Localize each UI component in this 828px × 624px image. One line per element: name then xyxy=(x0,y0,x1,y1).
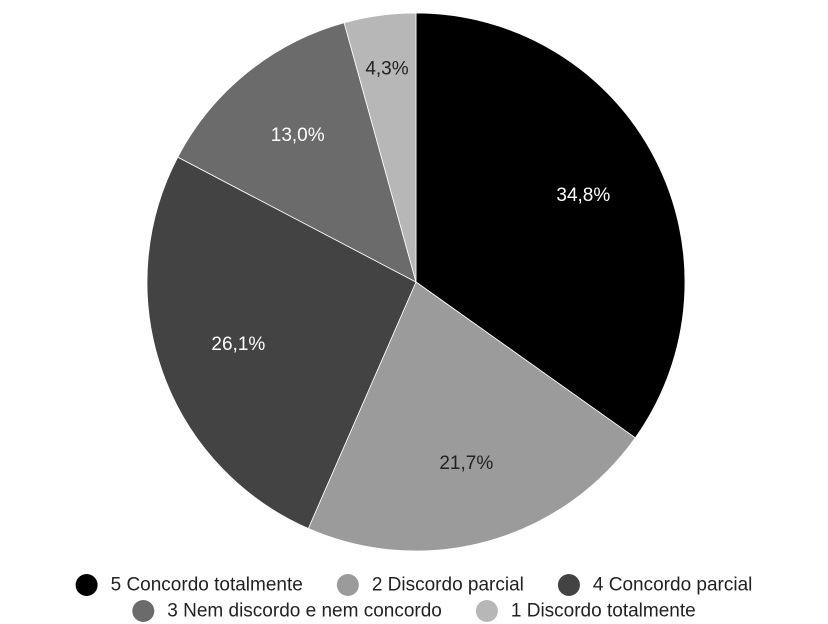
pie-slice-labels: 34,8% 21,7% 26,1% 13,0% 4,3% xyxy=(211,58,610,474)
legend-item-2: 4 Concordo parcial xyxy=(557,574,752,596)
legend-label-0: 5 Concordo totalmente xyxy=(111,575,303,596)
legend-label-3: 3 Nem discordo e nem concordo xyxy=(167,601,442,622)
legend-marker-1 xyxy=(336,574,359,596)
legend-label-2: 4 Concordo parcial xyxy=(593,575,752,596)
legend-item-4: 1 Discordo totalmente xyxy=(475,600,696,622)
slice-value-label-3: 13,0% xyxy=(271,125,325,146)
pie-slice-2 xyxy=(146,156,417,530)
legend-marker-4 xyxy=(475,600,498,622)
slice-value-label-1: 21,7% xyxy=(439,453,493,474)
pie-slice-0 xyxy=(415,12,686,439)
slice-value-label-0: 34,8% xyxy=(556,185,610,206)
pie-slice-1 xyxy=(307,281,636,552)
legend-label-1: 2 Discordo parcial xyxy=(372,575,524,596)
legend-marker-2 xyxy=(557,574,580,596)
slice-value-label-4: 4,3% xyxy=(365,58,408,79)
legend-label-4: 1 Discordo totalmente xyxy=(511,601,696,622)
pie-slices xyxy=(146,12,686,552)
pie-slice-3 xyxy=(177,22,417,283)
legend-marker-3 xyxy=(132,600,155,622)
pie-slice-4 xyxy=(343,12,417,283)
slice-value-label-2: 26,1% xyxy=(211,334,265,355)
legend-item-1: 2 Discordo parcial xyxy=(336,574,524,596)
legend-item-3: 3 Nem discordo e nem concordo xyxy=(132,600,442,622)
legend-item-0: 5 Concordo totalmente xyxy=(75,574,303,596)
legend-marker-0 xyxy=(75,574,98,596)
legend: 5 Concordo totalmente 2 Discordo parcial 4… xyxy=(75,574,752,622)
